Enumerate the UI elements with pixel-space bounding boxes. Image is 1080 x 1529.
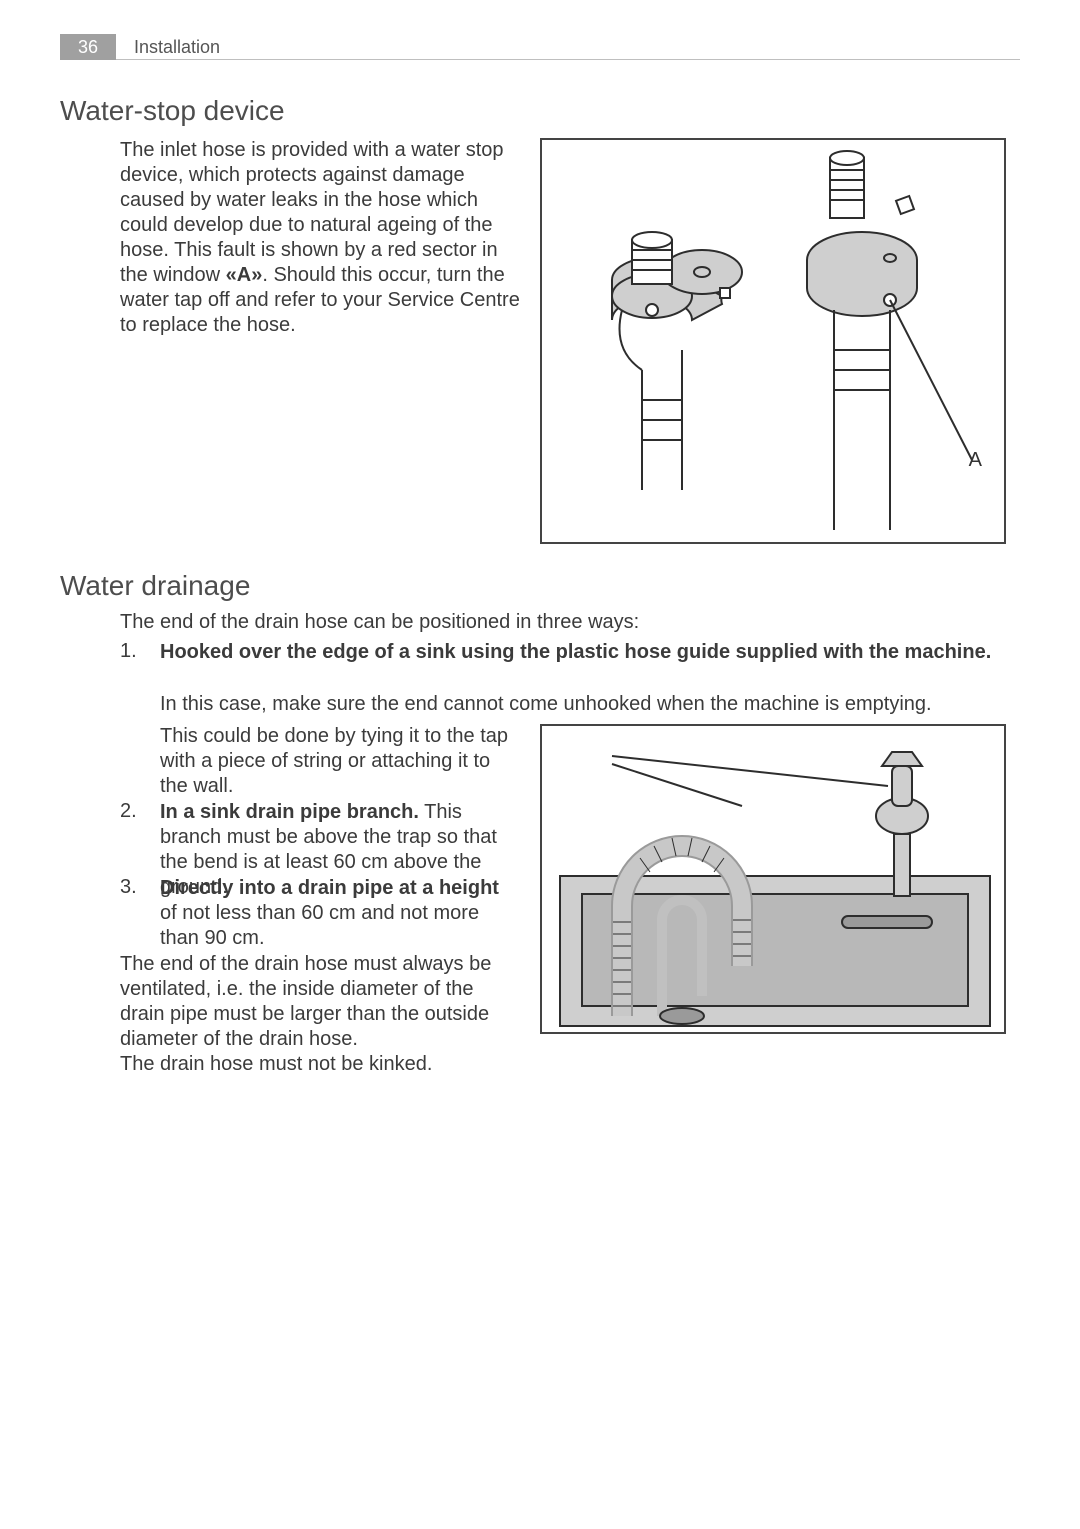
item3-text: Directly into a drain pipe at a height o… [160, 876, 520, 951]
header-section-label: Installation [134, 34, 220, 60]
figure-water-drainage [540, 724, 1006, 1034]
section-heading-water-stop: Water-stop device [60, 95, 285, 127]
window-a-bold: «A» [226, 264, 263, 286]
drainage-trailing-1: The end of the drain hose must always be… [120, 952, 520, 1052]
drainage-trailing-2: The drain hose must not be kinked. [120, 1052, 520, 1077]
item3-bold: Directly into a drain pipe at a height [160, 877, 499, 899]
item2-bold: In a sink drain pipe branch. [160, 801, 419, 823]
drainage-intro: The end of the drain hose can be positio… [120, 610, 880, 635]
water-stop-svg [542, 140, 1004, 542]
figure-label-a: A [969, 449, 982, 472]
drainage-svg [542, 726, 1004, 1032]
page: 36 Installation Water-stop device The in… [0, 0, 1080, 1529]
item3-rest: of not less than 60 cm and not more than… [160, 902, 479, 949]
item1-p2: This could be done by tying it to the ta… [160, 724, 515, 799]
list-number-3: 3. [120, 876, 137, 899]
water-stop-paragraph: The inlet hose is provided with a water … [120, 138, 520, 338]
list-number-2: 2. [120, 800, 137, 823]
page-number: 36 [60, 34, 116, 60]
section-heading-water-drainage: Water drainage [60, 570, 250, 602]
item1-bold: Hooked over the edge of a sink using the… [160, 640, 1000, 665]
header-bar: 36 Installation [60, 34, 1020, 60]
list-number-1: 1. [120, 640, 137, 663]
item1-p1: In this case, make sure the end cannot c… [160, 692, 1010, 717]
figure-water-stop-device: A [540, 138, 1006, 544]
